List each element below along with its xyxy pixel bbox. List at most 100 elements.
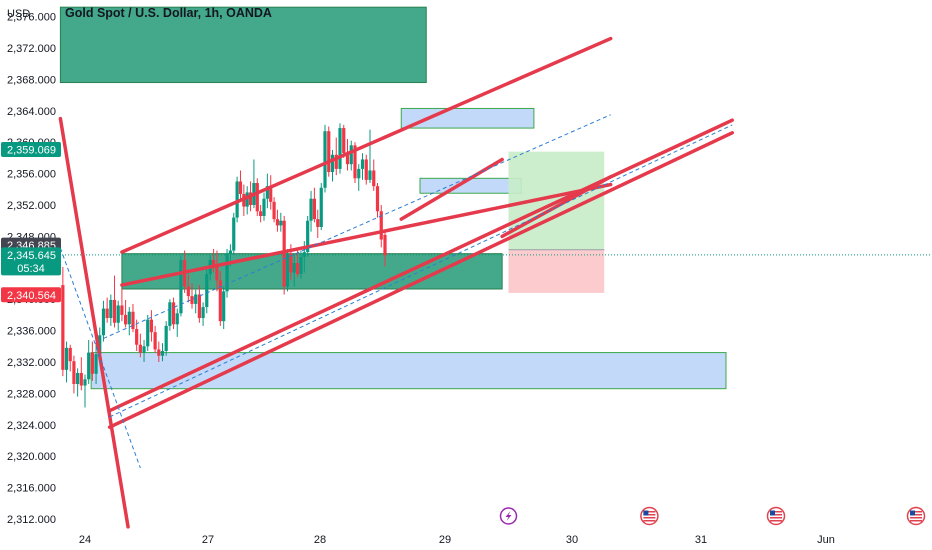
time-axis[interactable]: 24 27 28 29 30 31 Jun	[79, 534, 835, 546]
candle-body	[269, 186, 273, 202]
y-tick-label: 2,372.000	[7, 43, 56, 55]
candle	[312, 187, 316, 223]
candle	[255, 178, 259, 216]
us-flag-stripe	[643, 514, 656, 516]
currency-label: USD	[7, 8, 30, 20]
candle-body	[201, 307, 205, 319]
candle-body	[319, 187, 323, 227]
candle-body	[345, 153, 350, 165]
candle-body	[282, 220, 286, 287]
candle	[360, 153, 365, 180]
tag-upper-green: 2,359.069	[1, 142, 61, 158]
candle	[157, 341, 161, 362]
candle	[131, 303, 135, 333]
candle-body	[379, 211, 383, 240]
candle-body	[248, 192, 253, 205]
trend-line-red-4	[120, 182, 613, 287]
candle-body	[222, 291, 226, 322]
y-tick-label: 2,356.000	[7, 169, 56, 181]
candle-body	[146, 319, 150, 347]
us-flag-stripe	[910, 514, 922, 516]
candle-body	[245, 192, 249, 207]
candle-body	[90, 352, 94, 374]
candle-body	[272, 201, 276, 220]
candle-body	[127, 311, 131, 325]
us-flag-canton	[770, 510, 775, 516]
candle-body	[323, 131, 327, 188]
candle	[179, 255, 183, 317]
candle-body	[364, 159, 368, 180]
candle	[142, 340, 146, 362]
candle-body	[120, 305, 124, 315]
candle	[190, 283, 194, 309]
y-tick-label: 2,352.000	[7, 200, 56, 212]
candle-body	[142, 346, 146, 353]
candle	[296, 248, 300, 278]
candle-body	[109, 299, 113, 319]
us-flag-stripe	[910, 520, 922, 522]
tag-current-label: 2,345.645	[7, 250, 56, 262]
candle	[265, 173, 269, 209]
candle	[292, 253, 296, 287]
candle	[87, 340, 91, 384]
trend-line-red-5	[399, 157, 504, 221]
zone-blue-3	[419, 177, 522, 194]
us-flag-stripe	[643, 517, 656, 519]
candle	[164, 321, 168, 356]
drawing-lines	[58, 36, 734, 529]
candle	[375, 183, 380, 218]
candle-body	[138, 344, 142, 353]
candle-body	[218, 280, 222, 322]
y-tick-label: 2,320.000	[7, 451, 56, 463]
candle	[327, 126, 331, 177]
candle-body	[225, 253, 229, 292]
candle	[215, 250, 219, 292]
candle	[123, 299, 128, 328]
candle	[171, 297, 176, 330]
candle	[282, 215, 286, 295]
candlesticks	[61, 123, 387, 408]
candle-body	[312, 198, 316, 220]
us-flag-ring	[640, 506, 659, 526]
candle	[319, 183, 323, 231]
candle	[338, 123, 342, 174]
candle	[153, 325, 157, 353]
price-tags: 2,359.0692,346.8852,345.64505:342,340.56…	[1, 142, 61, 303]
candle-body	[98, 335, 102, 355]
us-flag-icon	[766, 506, 786, 526]
candle	[349, 140, 353, 171]
candle	[225, 248, 229, 298]
zone-blue-2	[400, 107, 535, 129]
trend-line-dash-7	[59, 248, 141, 469]
candle-body	[205, 274, 209, 308]
candle-body	[135, 329, 139, 345]
candle-body	[372, 170, 376, 187]
x-tick-label: 24	[79, 534, 91, 546]
candle-body	[279, 220, 283, 226]
candle-body	[228, 250, 232, 254]
candle-body	[164, 325, 168, 352]
candle-body	[87, 352, 91, 380]
event-markers[interactable]	[499, 506, 926, 526]
us-flag-ring	[906, 506, 926, 526]
candle-body	[375, 186, 380, 212]
candle	[272, 197, 276, 223]
candle	[68, 344, 72, 372]
candle	[316, 209, 320, 238]
candle-body	[175, 313, 179, 325]
candle-body	[327, 131, 331, 173]
us-flag-canton	[910, 510, 915, 516]
candle	[72, 355, 76, 394]
candle	[275, 209, 280, 232]
candle	[205, 269, 209, 314]
y-tick-label: 2,368.000	[7, 74, 56, 86]
candle-body	[289, 253, 293, 273]
candle-body	[101, 308, 106, 336]
y-tick-label: 2,332.000	[7, 357, 56, 369]
candle	[146, 314, 150, 352]
candle-body	[235, 181, 239, 218]
candle	[364, 154, 368, 185]
candle-body	[212, 259, 216, 267]
